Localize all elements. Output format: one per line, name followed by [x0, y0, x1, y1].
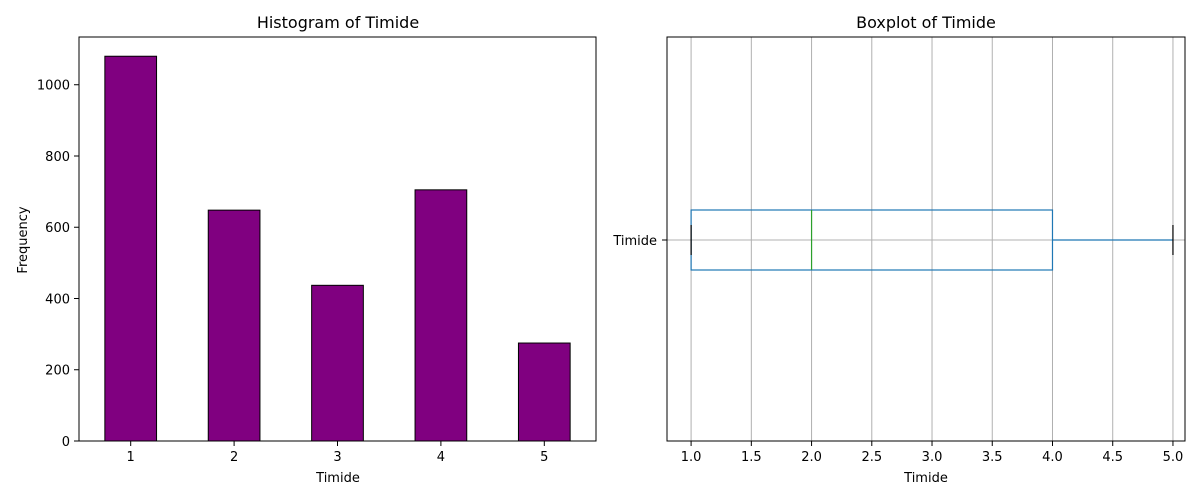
histogram-x-tick-label: 2: [230, 450, 238, 465]
boxplot-x-label: Timide: [903, 471, 948, 486]
histogram-y-tick-label: 800: [45, 150, 70, 165]
boxplot-x-tick-label: 1.5: [741, 450, 762, 465]
histogram-y-tick-label: 600: [45, 221, 70, 236]
histogram-y-label: Frequency: [16, 206, 31, 273]
histogram-bar: [104, 55, 158, 442]
histogram-y-tick-label: 400: [45, 292, 70, 307]
boxplot-grid: [667, 37, 1185, 441]
boxplot-panel: Boxplot of Timide 1.0 1.5 2.0 2.5 3.0 3.5 4.0 4…: [612, 13, 1186, 486]
boxplot-x-tick-label: 4.0: [1042, 450, 1063, 465]
boxplot-category-label: Timide: [612, 234, 657, 249]
boxplot-x-tick-label: 2.5: [861, 450, 882, 465]
boxplot-x-ticks: 1.0 1.5 2.0 2.5 3.0 3.5 4.0 4.5 5.0: [681, 441, 1184, 465]
histogram-y-ticks: 0 200 400 600 800 1000: [37, 79, 79, 450]
histogram-x-tick-label: 5: [540, 450, 548, 465]
histogram-plot-frame: [78, 36, 597, 442]
histogram-x-label: Timide: [315, 471, 360, 486]
histogram-bar: [414, 189, 468, 442]
boxplot-x-tick-label: 1.0: [681, 450, 702, 465]
boxplot-x-tick-label: 2.0: [801, 450, 822, 465]
boxplot-plot-frame: [666, 36, 1186, 442]
histogram-bar: [311, 284, 364, 442]
boxplot-marks: [690, 209, 1174, 271]
histogram-title: Histogram of Timide: [257, 13, 419, 32]
boxplot-x-tick-label: 5.0: [1163, 450, 1184, 465]
histogram-panel: Histogram of Timide 0 200 400 600 800 1000 1 2…: [16, 13, 597, 486]
histogram-bar: [207, 209, 261, 442]
histogram-x-tick-label: 4: [437, 450, 445, 465]
histogram-bar: [517, 342, 571, 442]
histogram-bars: [104, 55, 571, 442]
histogram-y-tick-label: 200: [45, 364, 70, 379]
boxplot-x-tick-label: 4.5: [1102, 450, 1123, 465]
boxplot-title: Boxplot of Timide: [856, 13, 996, 32]
histogram-x-ticks: 1 2 3 4 5: [127, 441, 548, 465]
histogram-x-tick-label: 3: [333, 450, 341, 465]
histogram-y-tick-label: 0: [62, 435, 70, 450]
histogram-x-tick-label: 1: [127, 450, 135, 465]
boxplot-x-tick-label: 3.0: [922, 450, 943, 465]
histogram-y-tick-label: 1000: [37, 79, 70, 94]
boxplot-x-tick-label: 3.5: [982, 450, 1003, 465]
